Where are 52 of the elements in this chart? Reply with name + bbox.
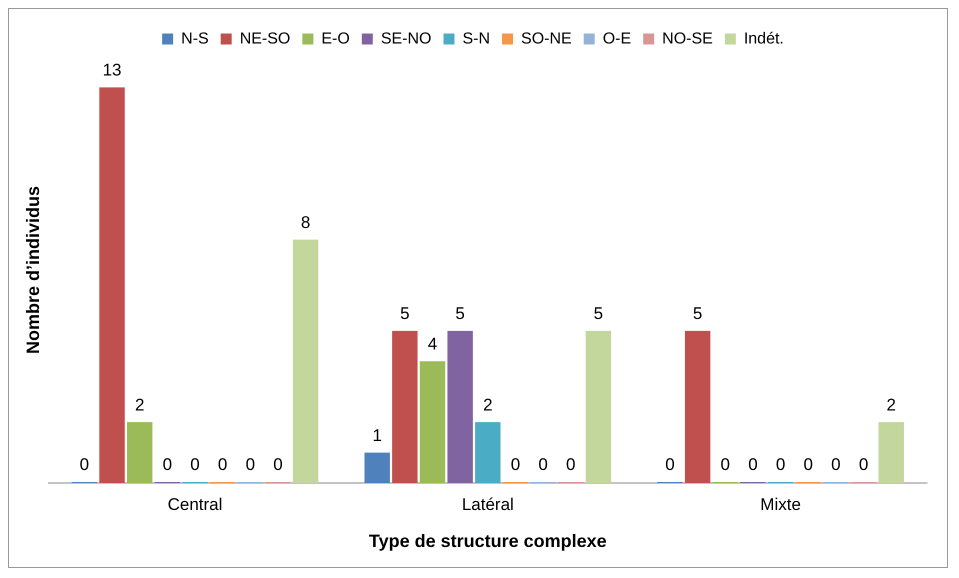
data-label: 0 <box>218 455 228 474</box>
x-axis-title: Type de structure complexe <box>368 531 607 552</box>
y-axis-title: Nombre d’individus <box>22 186 43 354</box>
legend-label: E-O <box>321 30 350 48</box>
data-label: 8 <box>300 212 310 232</box>
data-label: 0 <box>190 455 200 474</box>
data-label: 0 <box>858 455 868 474</box>
bar <box>364 452 390 483</box>
data-label: 0 <box>776 455 786 474</box>
data-label: 1 <box>372 426 382 445</box>
bar <box>684 330 710 483</box>
data-label: 2 <box>886 395 896 414</box>
data-label: 0 <box>665 455 675 474</box>
legend-label: NO-SE <box>662 30 713 48</box>
bar <box>420 361 446 483</box>
data-label: 5 <box>594 304 604 324</box>
data-label: 0 <box>510 455 520 474</box>
data-label: 0 <box>246 455 256 474</box>
bar <box>586 330 612 483</box>
legend-label: Indét. <box>744 30 784 48</box>
data-label: 0 <box>720 455 730 474</box>
data-label: 0 <box>748 455 758 474</box>
legend-label: N-S <box>181 30 209 48</box>
data-label: 5 <box>692 304 702 324</box>
legend-label: NE-SO <box>240 30 290 48</box>
data-label: 13 <box>102 60 122 80</box>
data-label: 0 <box>831 455 841 474</box>
data-label: 0 <box>273 455 283 474</box>
x-tick-label: Latéral <box>462 494 514 514</box>
bar <box>878 422 904 483</box>
bar <box>292 240 318 483</box>
data-label: 0 <box>804 455 813 474</box>
x-tick-label: Mixte <box>760 494 801 514</box>
legend-label: SE-NO <box>380 30 432 48</box>
legend-label: O-E <box>602 30 632 48</box>
bar <box>99 87 125 483</box>
legend-label: S-N <box>462 30 490 48</box>
data-label: 2 <box>483 395 493 414</box>
data-label: 4 <box>428 334 438 354</box>
data-label: 2 <box>134 395 144 414</box>
data-label: 0 <box>80 455 90 474</box>
data-label: 0 <box>162 455 172 474</box>
bar <box>475 422 501 483</box>
bar <box>447 330 473 483</box>
x-tick-label: Central <box>168 494 222 514</box>
bar <box>392 330 418 483</box>
data-label: 0 <box>538 455 548 474</box>
data-label: 5 <box>455 304 465 324</box>
legend-label: SO-NE <box>521 30 572 48</box>
data-label: 0 <box>566 455 576 474</box>
data-label: 5 <box>400 304 410 324</box>
bar <box>126 422 152 483</box>
